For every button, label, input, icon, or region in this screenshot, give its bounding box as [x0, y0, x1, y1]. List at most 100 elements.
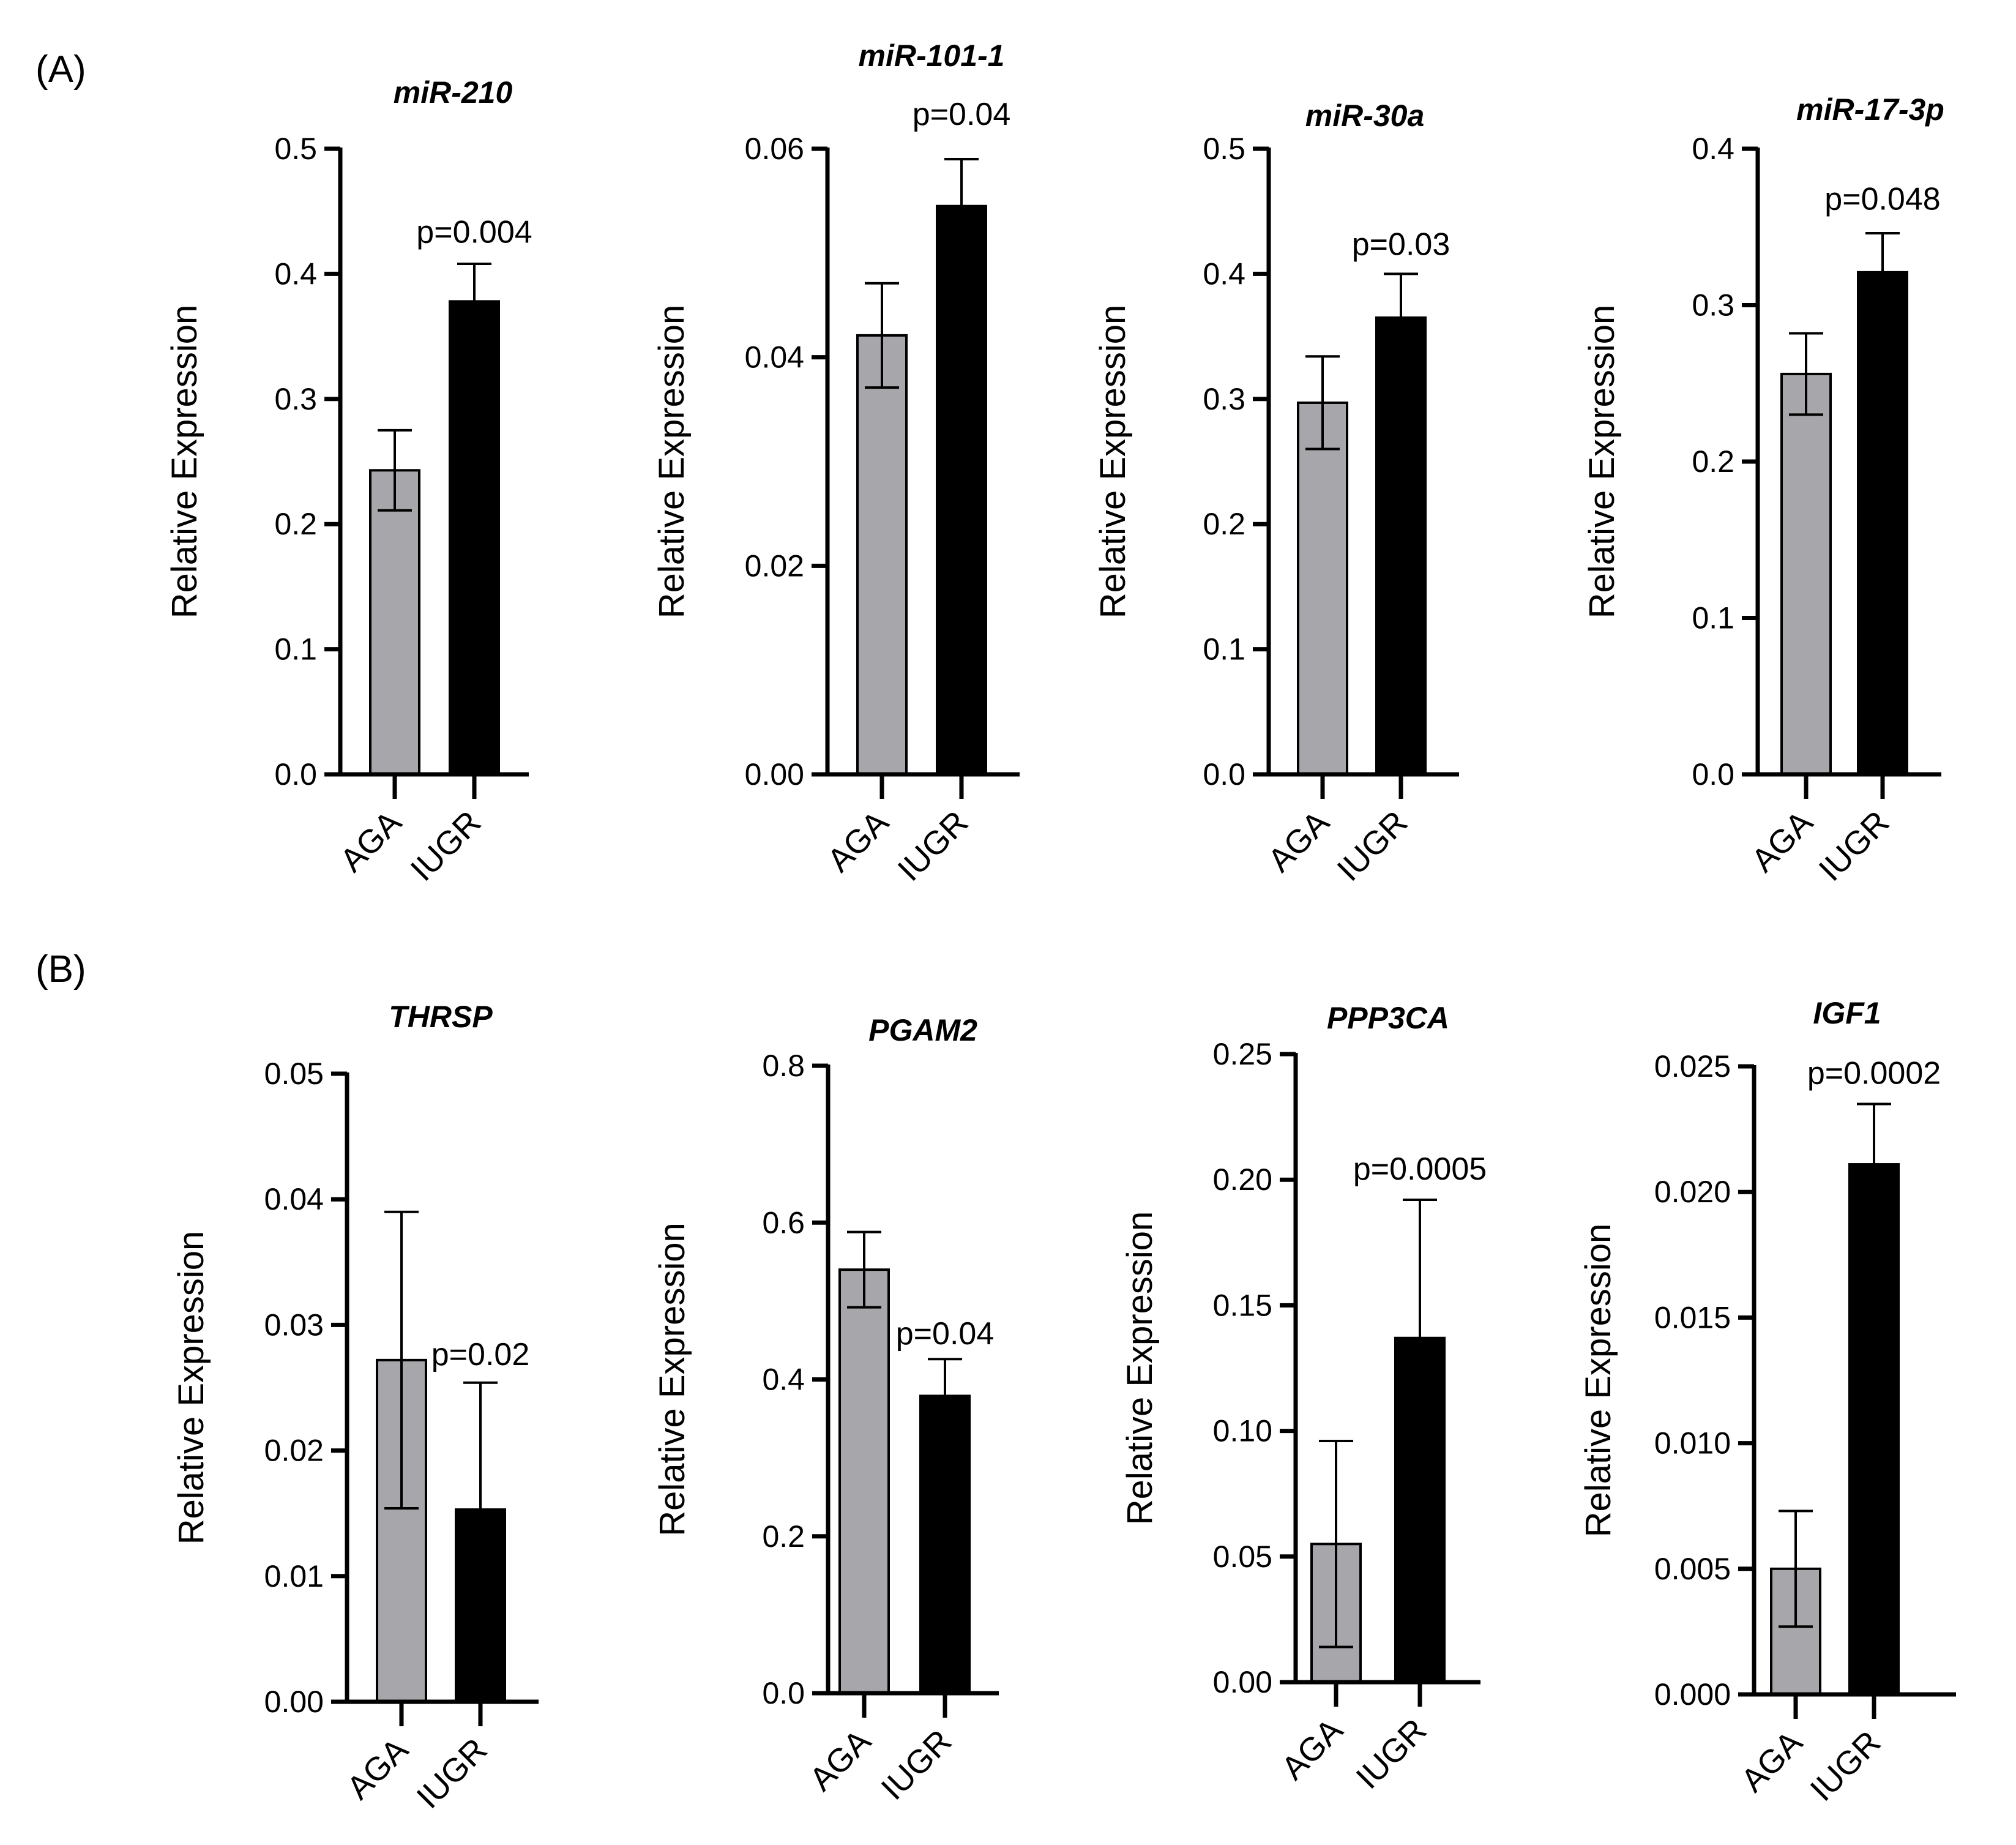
y-tick-label: 0.3	[1692, 288, 1734, 323]
y-tick-label: 0.5	[274, 132, 317, 166]
bar-iugr	[1375, 316, 1427, 776]
bar-iugr	[919, 1394, 971, 1694]
y-tick-label: 0.020	[1654, 1175, 1731, 1209]
y-tick-label: 0.010	[1654, 1426, 1731, 1461]
bar-iugr	[455, 1508, 506, 1703]
y-tick-label: 0.6	[762, 1205, 805, 1240]
p-value-annotation: p=0.004	[416, 214, 532, 250]
chart-mir-101-1: miR-101-1 Relative Expression 0.00 0.02 0.04…	[652, 39, 1020, 888]
chart-mir-210: miR-210 Relative Expression 0.0 0.1 0.2 0.3 0.…	[165, 75, 532, 888]
y-tick-label: 0.00	[745, 757, 804, 792]
y-tick-label: 0.3	[1203, 382, 1245, 416]
y-tick-label: 0.1	[274, 632, 317, 667]
chart-title: THRSP	[389, 1000, 493, 1034]
y-tick-label: 0.0	[1203, 757, 1245, 792]
x-tick-label-iugr: IUGR	[875, 1723, 959, 1807]
y-tick-label: 0.04	[264, 1182, 324, 1216]
x-tick-label-aga: AGA	[820, 804, 895, 879]
y-axis-label: Relative Expression	[652, 1222, 692, 1536]
y-axis-label: Relative Expression	[1582, 305, 1622, 619]
x-tick-label-aga: AGA	[340, 1731, 415, 1806]
x-tick-label-aga: AGA	[1744, 804, 1820, 879]
y-tick-label: 0.4	[1203, 256, 1245, 291]
chart-title: IGF1	[1813, 996, 1881, 1030]
y-tick-label: 0.015	[1654, 1300, 1731, 1334]
y-tick-label: 0.01	[264, 1559, 324, 1593]
bar-iugr	[1857, 271, 1908, 776]
y-axis-label: Relative Expression	[1093, 305, 1133, 619]
x-tick-label-iugr: IUGR	[410, 1731, 495, 1816]
y-tick-label: 0.4	[1692, 132, 1734, 166]
y-tick-label: 0.1	[1692, 601, 1734, 635]
y-tick-label: 0.05	[1213, 1540, 1272, 1574]
x-tick-label-aga: AGA	[1274, 1712, 1350, 1787]
y-tick-label: 0.025	[1654, 1049, 1731, 1083]
y-tick-label: 0.8	[762, 1049, 805, 1083]
y-tick-label: 0.05	[264, 1057, 324, 1091]
y-tick-label: 0.25	[1213, 1037, 1272, 1071]
y-tick-label: 0.20	[1213, 1162, 1272, 1197]
y-tick-label: 0.15	[1213, 1288, 1272, 1322]
y-tick-label: 0.2	[762, 1519, 805, 1554]
y-tick-label: 0.0	[762, 1676, 805, 1710]
chart-title: miR-210	[394, 75, 513, 110]
bar-aga	[1297, 401, 1348, 776]
x-tick-label-iugr: IUGR	[1812, 804, 1897, 888]
y-tick-label: 0.4	[274, 256, 317, 291]
chart-title: PGAM2	[868, 1013, 977, 1047]
chart-igf1: IGF1 Relative Expression 0.000 0.005 0.010 0.…	[1578, 996, 1956, 1808]
x-tick-label-aga: AGA	[802, 1723, 878, 1798]
y-tick-label: 0.10	[1213, 1414, 1272, 1448]
bar-iugr	[1394, 1336, 1446, 1683]
x-tick-label-iugr: IUGR	[1331, 804, 1415, 888]
p-value-annotation: p=0.0005	[1353, 1151, 1487, 1187]
chart-title: miR-101-1	[859, 39, 1005, 73]
y-tick-label: 0.04	[745, 340, 804, 375]
x-tick-label-aga: AGA	[1734, 1724, 1809, 1799]
y-tick-label: 0.03	[264, 1308, 324, 1342]
x-tick-label-iugr: IUGR	[404, 804, 488, 888]
y-tick-label: 0.005	[1654, 1552, 1731, 1586]
bar-iugr	[449, 300, 500, 776]
y-tick-label: 0.2	[1692, 444, 1734, 479]
bar-iugr	[1848, 1163, 1900, 1696]
x-tick-label-aga: AGA	[333, 804, 408, 879]
bar-aga	[1780, 372, 1832, 776]
p-value-annotation: p=0.03	[1352, 227, 1450, 263]
panel-label-a: (A)	[35, 48, 86, 91]
chart-title: PPP3CA	[1327, 1001, 1449, 1035]
y-tick-label: 0.06	[745, 132, 804, 166]
y-tick-label: 0.02	[745, 548, 804, 583]
y-axis-label: Relative Expression	[171, 1231, 211, 1545]
y-axis-label: Relative Expression	[652, 305, 692, 619]
chart-title: miR-30a	[1305, 99, 1425, 133]
p-value-annotation: p=0.04	[913, 97, 1011, 132]
panel-label-b: (B)	[35, 948, 86, 990]
y-tick-label: 0.3	[274, 382, 317, 416]
y-axis-label: Relative Expression	[1578, 1224, 1618, 1538]
chart-pgam2: PGAM2 Relative Expression 0.0 0.2 0.4 0.6 0.8 A…	[652, 1013, 999, 1807]
chart-thrsp: THRSP Relative Expression 0.00 0.01 0.02 0.03…	[171, 1000, 539, 1816]
y-tick-label: 0.5	[1203, 132, 1245, 166]
bar-aga	[369, 469, 420, 776]
bar-iugr	[936, 204, 987, 776]
p-value-annotation: p=0.048	[1824, 182, 1940, 217]
bar-aga	[838, 1268, 890, 1694]
x-tick-label-iugr: IUGR	[1350, 1712, 1434, 1796]
chart-mir-30a: miR-30a Relative Expression 0.0 0.1 0.2 0.3 0.…	[1093, 99, 1459, 888]
y-tick-label: 0.000	[1654, 1677, 1731, 1712]
bar-aga	[856, 334, 908, 776]
y-tick-label: 0.00	[264, 1685, 324, 1719]
y-tick-label: 0.00	[1213, 1665, 1272, 1699]
p-value-annotation: p=0.04	[896, 1316, 995, 1352]
chart-ppp3ca: PPP3CA Relative Expression 0.00 0.05 0.10 0.1…	[1120, 1001, 1487, 1796]
y-tick-label: 0.02	[264, 1434, 324, 1468]
x-tick-label-iugr: IUGR	[1804, 1724, 1888, 1808]
y-tick-label: 0.2	[274, 507, 317, 541]
p-value-annotation: p=0.0002	[1807, 1056, 1941, 1091]
chart-mir-17-3p: miR-17-3p Relative Expression 0.0 0.1 0.2 0.3…	[1582, 92, 1944, 888]
y-axis-label: Relative Expression	[165, 305, 204, 619]
y-tick-label: 0.2	[1203, 507, 1245, 541]
y-tick-label: 0.1	[1203, 632, 1245, 667]
